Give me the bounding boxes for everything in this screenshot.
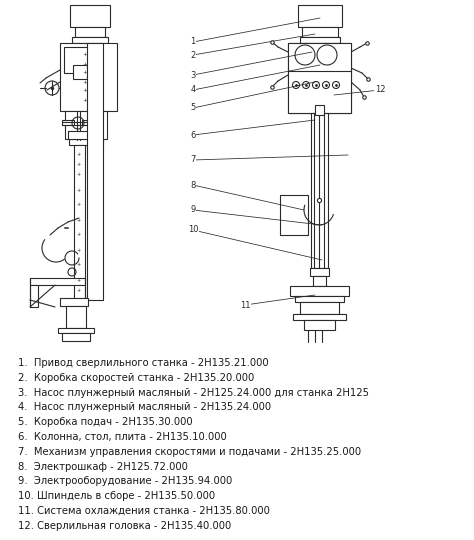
- Bar: [74, 145, 85, 300]
- Text: +: +: [77, 163, 81, 167]
- Bar: [58, 328, 94, 333]
- Text: +: +: [82, 98, 88, 103]
- Bar: [302, 27, 338, 37]
- Text: +: +: [77, 187, 81, 192]
- Bar: [87, 43, 103, 300]
- Text: 10. Шпиндель в сборе - 2Н135.50.000: 10. Шпиндель в сборе - 2Н135.50.000: [18, 491, 215, 501]
- Bar: [64, 47, 92, 73]
- Text: 9.  Электрооборудование - 2Н135.94.000: 9. Электрооборудование - 2Н135.94.000: [18, 476, 232, 487]
- Text: 4: 4: [191, 85, 196, 94]
- Text: +: +: [77, 247, 81, 253]
- Bar: [311, 113, 328, 268]
- Bar: [290, 286, 349, 296]
- Bar: [72, 37, 108, 43]
- Bar: [288, 43, 351, 113]
- Text: 7: 7: [191, 156, 196, 165]
- Text: 12. Сверлильная головка - 2Н135.40.000: 12. Сверлильная головка - 2Н135.40.000: [18, 521, 231, 531]
- Text: 12: 12: [375, 85, 385, 94]
- Bar: [60, 43, 117, 111]
- Bar: [315, 105, 324, 115]
- Text: +: +: [77, 287, 81, 293]
- Text: +: +: [82, 71, 88, 76]
- Bar: [69, 139, 103, 145]
- Bar: [304, 320, 335, 330]
- Text: +: +: [82, 62, 88, 66]
- Bar: [62, 333, 90, 341]
- Text: +: +: [82, 89, 88, 93]
- Text: +: +: [77, 278, 81, 282]
- Bar: [60, 298, 88, 306]
- Text: 2: 2: [191, 51, 196, 59]
- Bar: [300, 302, 339, 314]
- Bar: [68, 131, 88, 139]
- Bar: [62, 120, 74, 125]
- Text: +: +: [77, 172, 81, 178]
- Text: 4.  Насос плунжерный масляный - 2Н135.24.000: 4. Насос плунжерный масляный - 2Н135.24.…: [18, 402, 271, 413]
- Text: 6: 6: [191, 131, 196, 139]
- Bar: [66, 306, 86, 328]
- Bar: [288, 43, 351, 71]
- Bar: [73, 65, 87, 79]
- Text: 6.  Колонна, стол, плита - 2Н135.10.000: 6. Колонна, стол, плита - 2Н135.10.000: [18, 432, 227, 442]
- Text: 3: 3: [191, 71, 196, 79]
- Text: +: +: [82, 79, 88, 84]
- Text: +: +: [77, 233, 81, 238]
- Bar: [75, 27, 105, 37]
- Text: 3.  Насос плунжерный масляный - 2Н125.24.000 для станка 2Н125: 3. Насос плунжерный масляный - 2Н125.24.…: [18, 388, 369, 397]
- Text: 10: 10: [188, 226, 198, 234]
- Bar: [30, 278, 85, 285]
- Bar: [298, 5, 342, 27]
- Text: +: +: [77, 152, 81, 158]
- Bar: [280, 195, 308, 235]
- Bar: [293, 314, 346, 320]
- Text: +: +: [82, 52, 88, 57]
- Text: 11: 11: [240, 300, 250, 309]
- Text: +: +: [77, 218, 81, 222]
- Text: 8: 8: [191, 180, 196, 190]
- Bar: [313, 276, 326, 286]
- Text: 1: 1: [191, 37, 196, 46]
- Text: 2.  Коробка скоростей станка - 2Н135.20.000: 2. Коробка скоростей станка - 2Н135.20.0…: [18, 373, 254, 383]
- Text: 5: 5: [191, 104, 196, 112]
- Text: 8.  Электрошкаф - 2Н125.72.000: 8. Электрошкаф - 2Н125.72.000: [18, 462, 188, 471]
- Bar: [65, 111, 107, 139]
- Text: +: +: [77, 262, 81, 267]
- Text: 7.  Механизм управления скоростями и подачами - 2Н135.25.000: 7. Механизм управления скоростями и пода…: [18, 447, 361, 457]
- Bar: [70, 5, 110, 27]
- Bar: [30, 285, 38, 307]
- Bar: [300, 37, 340, 43]
- Text: 1.  Привод сверлильного станка - 2Н135.21.000: 1. Привод сверлильного станка - 2Н135.21…: [18, 358, 269, 368]
- Text: 9: 9: [191, 206, 196, 214]
- Bar: [295, 296, 344, 302]
- Text: 11. Система охлаждения станка - 2Н135.80.000: 11. Система охлаждения станка - 2Н135.80…: [18, 506, 270, 516]
- Bar: [82, 120, 94, 125]
- Bar: [288, 71, 351, 113]
- Text: +: +: [77, 202, 81, 207]
- Bar: [310, 268, 329, 276]
- Text: 5.  Коробка подач - 2Н135.30.000: 5. Коробка подач - 2Н135.30.000: [18, 417, 192, 427]
